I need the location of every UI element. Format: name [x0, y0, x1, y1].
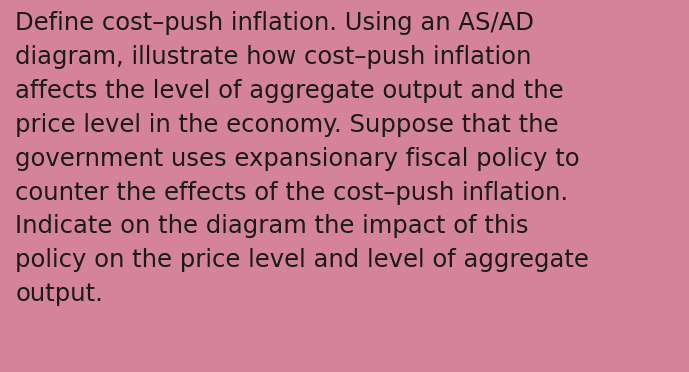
Text: Define cost–push inflation. Using an AS/AD
diagram, illustrate how cost–push inf: Define cost–push inflation. Using an AS/…	[15, 11, 589, 306]
